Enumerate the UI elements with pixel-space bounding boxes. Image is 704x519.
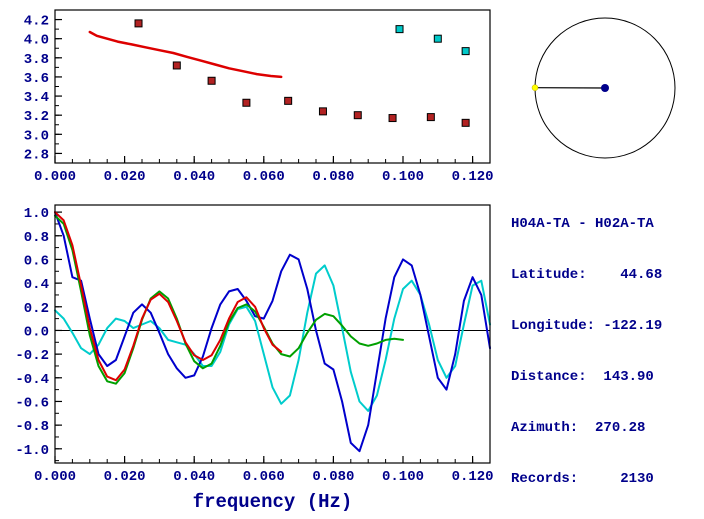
y-tick-label: 3.4	[24, 90, 49, 106]
cross-spectrum-chart: 0.000 0.020 0.040 0.060 0.080 0.100 0.120 1.0 0.…	[15, 204, 494, 513]
x-tick-label: 0.120	[452, 169, 494, 185]
y-tick-label: -0.6	[15, 395, 49, 411]
y-tick-label: -0.2	[15, 348, 49, 364]
plot-frame	[54, 204, 491, 464]
y-tick-label: 0.6	[24, 253, 49, 269]
y-tick-label: 1.0	[24, 206, 49, 222]
x-tick-label: 0.080	[312, 469, 354, 485]
red-square-picks-marker	[388, 114, 397, 123]
x-tick-label: 0.040	[173, 469, 215, 485]
y-tick-label: 0.8	[24, 230, 49, 246]
cyan-square-picks-marker	[395, 25, 404, 34]
x-tick-label: 0.080	[312, 169, 354, 185]
y-tick-label: -0.4	[15, 372, 49, 388]
red-fit-curve	[54, 211, 283, 382]
y-tick-label: 4.0	[24, 33, 49, 49]
cyan-square-picks-marker	[461, 47, 470, 56]
y-tick-label: 3.8	[24, 52, 49, 68]
y-tick-label: 0.2	[24, 301, 49, 317]
red-square-picks-marker	[318, 107, 327, 116]
red-square-picks-marker	[242, 98, 251, 107]
y-tick-label: 0.0	[24, 324, 49, 340]
station-center-marker	[601, 84, 609, 92]
azimuth-row: Azimuth: 270.28	[511, 420, 646, 436]
plot-frame	[54, 9, 491, 164]
x-tick-label: 0.100	[382, 469, 424, 485]
red-square-picks-marker	[353, 111, 362, 120]
red-dispersion-curve	[88, 30, 283, 79]
x-tick-label: 0.000	[34, 469, 76, 485]
x-tick-label: 0.060	[243, 469, 285, 485]
red-square-picks-marker	[172, 61, 181, 70]
distance-row: Distance: 143.90	[511, 369, 654, 385]
records-row: Records: 2130	[511, 471, 654, 487]
green-spectrum-curve	[54, 214, 404, 385]
azimuth-endpoint-marker	[531, 84, 539, 91]
x-tick-label: 0.000	[34, 169, 76, 185]
y-tick-label: 4.2	[24, 14, 49, 30]
red-square-picks-marker	[284, 96, 293, 105]
y-tick-label: -1.0	[15, 443, 49, 459]
azimuth-diagram	[531, 17, 676, 159]
red-square-picks-marker	[207, 76, 216, 85]
latitude-row: Latitude: 44.68	[511, 267, 663, 283]
y-tick-label: 2.8	[24, 147, 49, 163]
x-tick-label: 0.060	[243, 169, 285, 185]
y-tick-label: 0.4	[24, 277, 49, 293]
x-tick-label: 0.100	[382, 169, 424, 185]
dispersion-chart: 0.000 0.020 0.040 0.060 0.080 0.100 0.120 2.8 3.…	[24, 9, 494, 185]
y-tick-label: 3.0	[24, 128, 49, 144]
cyan-square-picks-marker	[433, 34, 442, 43]
x-tick-label: 0.020	[104, 469, 146, 485]
blue-spectrum-curve	[54, 211, 491, 453]
x-axis-label: frequency (Hz)	[193, 491, 353, 513]
y-tick-label: 3.2	[24, 109, 49, 125]
x-tick-label: 0.020	[104, 169, 146, 185]
red-square-picks-marker	[134, 19, 143, 28]
red-square-picks-marker	[426, 113, 435, 122]
x-tick-label: 0.040	[173, 169, 215, 185]
station-pair-title: H04A-TA - H02A-TA	[511, 216, 654, 232]
y-tick-label: 3.6	[24, 71, 49, 87]
y-tick-label: -0.8	[15, 419, 49, 435]
cyan-spectrum-curve	[54, 264, 491, 412]
x-tick-label: 0.120	[452, 469, 494, 485]
red-square-picks-marker	[461, 118, 470, 127]
longitude-row: Longitude: -122.19	[511, 318, 663, 334]
station-info-panel: H04A-TA - H02A-TA Latitude: 44.68 Longit…	[511, 182, 662, 519]
